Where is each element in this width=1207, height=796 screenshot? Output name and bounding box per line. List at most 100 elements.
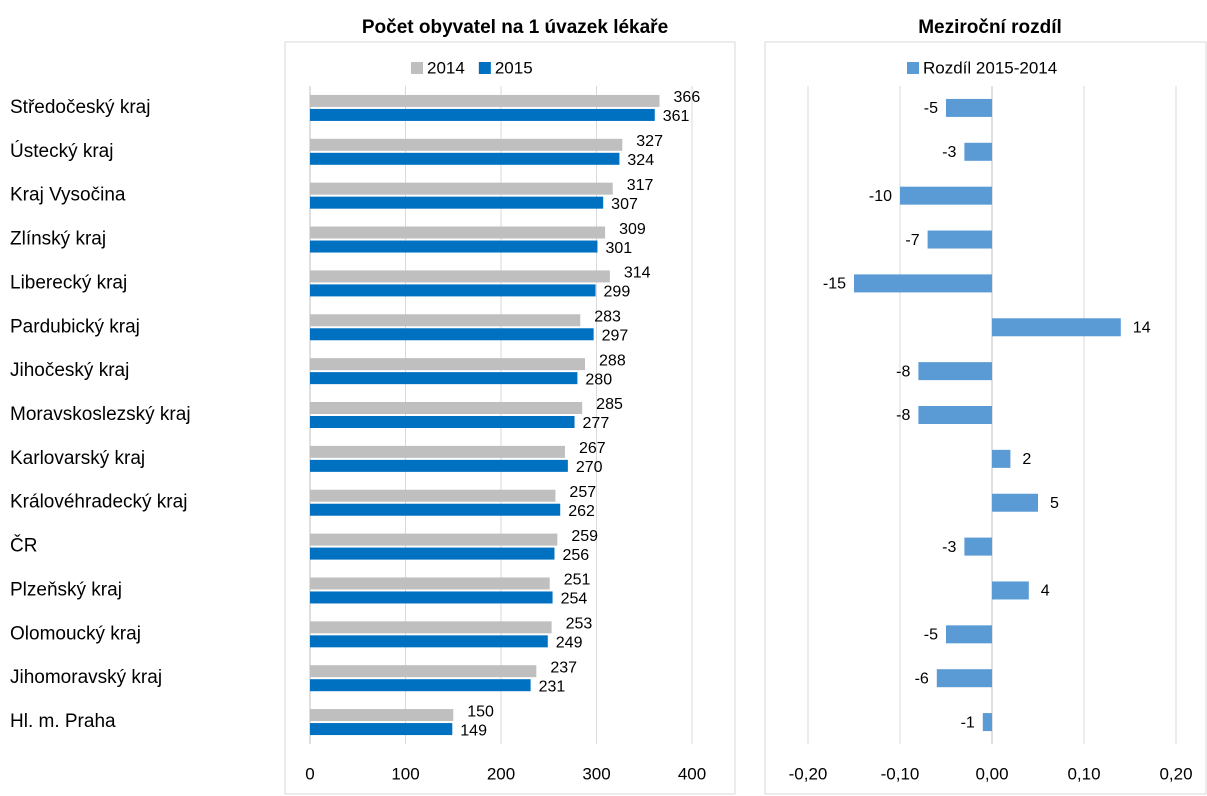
bar (310, 108, 655, 121)
bar (310, 314, 581, 327)
data-label: -5 (924, 627, 938, 644)
y-tick-label: Pardubický kraj (10, 316, 140, 337)
bar (964, 537, 992, 556)
bar (900, 186, 992, 205)
data-label: 307 (611, 196, 638, 213)
bar (310, 270, 610, 283)
data-label: 14 (1133, 319, 1151, 336)
bar (310, 358, 586, 371)
y-tick-label: Jihočeský kraj (10, 360, 129, 381)
data-label: 2 (1022, 451, 1031, 468)
bar (310, 635, 548, 648)
data-label: 254 (561, 591, 588, 608)
bar (927, 230, 992, 249)
bar (992, 318, 1121, 337)
bar (310, 489, 556, 502)
bar (310, 445, 565, 458)
legend-label: 2015 (495, 58, 533, 77)
bar (310, 591, 553, 604)
y-tick-label: Ústecký kraj (10, 140, 113, 162)
legend-label: Rozdíl 2015-2014 (923, 58, 1057, 77)
data-label: 257 (569, 484, 596, 501)
bar (310, 152, 620, 165)
legend-swatch (478, 62, 491, 74)
x-tick-label: 100 (391, 764, 419, 783)
data-label: -5 (924, 100, 938, 117)
data-label: -3 (942, 539, 956, 556)
data-label: 366 (674, 89, 701, 106)
x-tick-label: 400 (678, 764, 706, 783)
x-tick-label: -0,20 (789, 764, 828, 783)
bar (310, 503, 561, 516)
bar (310, 328, 594, 341)
bar (310, 679, 531, 692)
y-tick-label: Plzeňský kraj (10, 579, 122, 600)
bar (992, 581, 1029, 600)
data-label: -7 (905, 232, 919, 249)
bar (964, 142, 992, 161)
data-label: 267 (579, 440, 606, 457)
data-label: 314 (624, 265, 651, 282)
bar (918, 406, 992, 424)
data-label: 317 (627, 177, 654, 194)
bar (310, 402, 583, 414)
data-label: 277 (583, 415, 610, 432)
chart-frame (764, 41, 1207, 795)
bar (310, 138, 623, 151)
x-tick-label: 0,20 (1159, 764, 1192, 783)
bar (310, 372, 578, 385)
chart-title: Počet obyvatel na 1 úvazek lékaře (362, 17, 668, 38)
y-tick-label: Jihomoravský kraj (10, 667, 162, 688)
data-label: 301 (605, 240, 632, 257)
y-tick-label: Kraj Vysočina (10, 185, 126, 206)
data-label: -10 (869, 188, 892, 205)
bar (310, 416, 575, 428)
data-label: -1 (961, 714, 975, 731)
data-label: 5 (1050, 495, 1059, 512)
y-tick-label: Královéhradecký kraj (10, 492, 187, 513)
data-label: 249 (556, 635, 583, 652)
data-label: 262 (568, 503, 595, 520)
y-tick-label: Hl. m. Praha (10, 711, 116, 732)
legend-label: 2014 (427, 58, 465, 77)
x-tick-label: 200 (487, 764, 515, 783)
data-label: 150 (467, 703, 494, 720)
bar (310, 723, 453, 736)
bar (310, 182, 613, 195)
bar (310, 459, 568, 472)
bar (310, 284, 596, 297)
x-tick-label: 300 (582, 764, 610, 783)
data-label: 299 (604, 284, 631, 301)
bar (310, 577, 550, 590)
data-label: 285 (596, 396, 623, 413)
x-tick-label: 0,00 (975, 764, 1008, 783)
data-label: 324 (627, 152, 654, 169)
data-label: -15 (823, 276, 846, 293)
bar (918, 362, 992, 381)
bar (310, 226, 606, 239)
y-tick-label: Středočeský kraj (10, 97, 150, 118)
chart-frame (284, 41, 736, 795)
y-tick-label: Zlínský kraj (10, 229, 106, 250)
data-label: 253 (566, 616, 593, 633)
bar (936, 669, 992, 688)
data-label: 231 (539, 678, 566, 695)
y-tick-label: Olomoucký kraj (10, 623, 141, 644)
x-tick-label: 0 (305, 764, 314, 783)
x-tick-label: 0,10 (1067, 764, 1100, 783)
data-label: 270 (576, 459, 603, 476)
bar (946, 98, 992, 117)
bar (310, 665, 537, 678)
y-tick-label: Karlovarský kraj (10, 448, 145, 469)
data-label: 256 (562, 547, 589, 564)
bar (310, 196, 604, 209)
legend-swatch (411, 62, 423, 74)
y-tick-label: Moravskoslezský kraj (10, 404, 191, 425)
data-label: 4 (1041, 583, 1050, 600)
x-tick-label: -0,10 (881, 764, 920, 783)
chart-title: Meziroční rozdíl (918, 17, 1062, 38)
bar (982, 713, 992, 732)
data-label: 309 (619, 221, 646, 238)
data-label: 288 (599, 352, 626, 369)
